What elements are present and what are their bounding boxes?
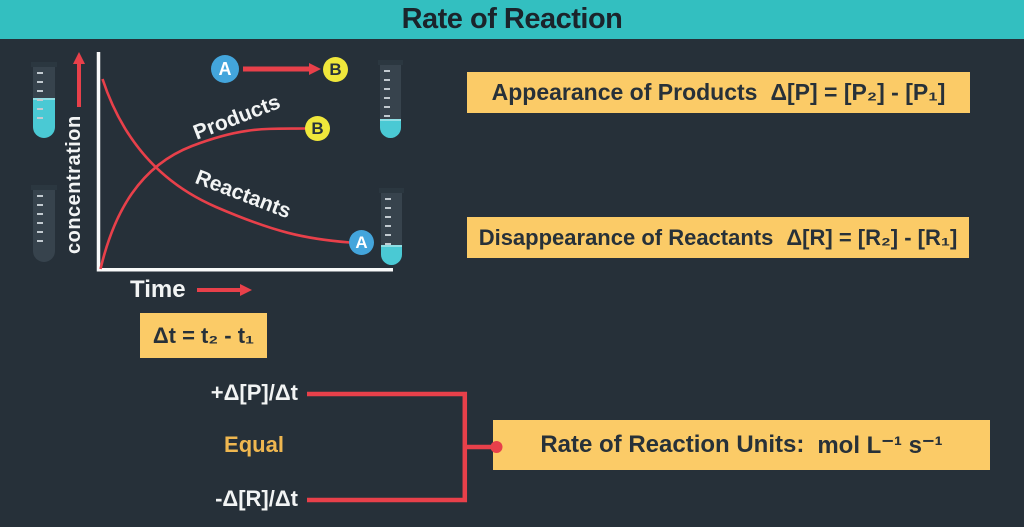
tube-graduations [385,198,391,249]
delta-t-formula: Δt = t₂ - t₁ [152,322,255,348]
reactant-rate-expression: -Δ[R]/Δt [215,486,298,511]
tube-rim [379,188,404,193]
tube-graduations [37,195,43,246]
equal-label: Equal [224,432,284,457]
reactants-curve [101,78,351,244]
reactants-curve-label: Reactants [192,165,295,224]
delta-t-box: Δt = t₂ - t₁ [140,313,267,358]
test-tube-right-bottom [379,188,404,265]
appearance-formula: Δ[P] = [P₂] - [P₁] [770,79,946,105]
tube-graduations [384,70,390,122]
test-tube-right-top [378,60,403,138]
disappearance-of-reactants-box: Disappearance of Reactants Δ[R] = [R₂] -… [467,217,969,258]
disappearance-label: Disappearance of Reactants [478,224,774,250]
y-axis-label: concentration [63,115,85,255]
x-axis-label: Time [130,276,186,303]
test-tube-left-top [31,62,57,138]
appearance-label: Appearance of Products [491,79,758,105]
tube-rim [31,62,57,67]
tube-liquid [380,119,401,138]
tube-graduations [37,72,43,122]
molecule-b-curve-end: B [305,116,330,141]
tube-rim [378,60,403,65]
tube-rim [31,185,57,190]
molecule-a-curve-end: A [349,230,374,255]
product-rate-expression: +Δ[P]/Δt [210,380,298,405]
products-curve-label: Products [190,90,284,145]
rate-units-label: Rate of Reaction Units: [540,431,805,458]
rate-units-box: Rate of Reaction Units: mol L⁻¹ s⁻¹ [493,420,990,470]
molecule-b-top: B [323,57,348,82]
test-tube-left-bottom [31,185,57,262]
tube-liquid [381,245,402,265]
rate-units-formula: mol L⁻¹ s⁻¹ [817,431,943,459]
disappearance-formula: Δ[R] = [R₂] - [R₁] [786,224,958,250]
header-bar: Rate of Reaction [0,0,1024,39]
equal-bracket [307,391,493,503]
page-title: Rate of Reaction [401,3,623,35]
appearance-of-products-box: Appearance of Products Δ[P] = [P₂] - [P₁… [467,72,970,113]
molecule-a-top: A [211,55,239,83]
